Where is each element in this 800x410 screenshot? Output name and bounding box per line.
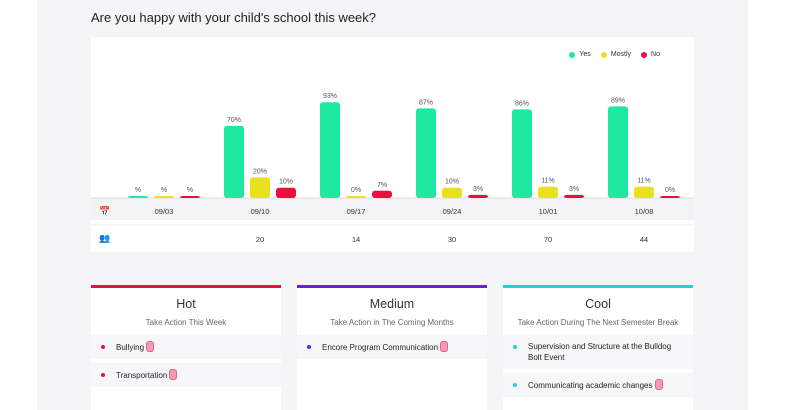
data-label-no-09-24: 3% (473, 186, 483, 193)
chart-card: %%% 09/03 70% 20% 10% 09/10 20 93% 0% 7% 09/17 14 87… (91, 37, 694, 252)
card-medium-accent (297, 285, 487, 288)
data-label-yes-09-17: 93% (323, 93, 337, 100)
card-cool-title: Cool (585, 297, 611, 311)
data-label-mostly-09-24: 10% (445, 179, 459, 186)
tag-icon[interactable] (440, 341, 449, 352)
respondent-count: 44 (640, 235, 648, 244)
x-tick-label: 09/17 (347, 207, 366, 216)
survey-question: Are you happy with your child's school t… (91, 10, 377, 25)
respondent-count: 20 (256, 235, 264, 244)
respondent-count: 70 (544, 235, 552, 244)
card-hot-item[interactable]: Transportation (91, 363, 281, 387)
bar-mostly-09-03 (154, 196, 174, 198)
legend-label-no: No (651, 51, 660, 58)
bar-mostly-09-24 (442, 187, 462, 198)
bullet-dot-icon (513, 383, 517, 387)
data-label-no-09-17: 7% (377, 182, 387, 189)
card-item-label: Communicating academic changes (528, 381, 653, 390)
bullet-dot-icon (101, 373, 105, 377)
card-item-label: Supervision and Structure at the Bulldog… (528, 342, 672, 362)
data-label-mostly-10-01: 11% (541, 178, 555, 185)
data-label-yes-09-10: 70% (227, 117, 241, 124)
card-hot-accent (91, 285, 281, 288)
bar-yes-09-03 (128, 196, 148, 198)
x-tick-label: 09/10 (251, 207, 270, 216)
card-hot-title: Hot (176, 297, 196, 311)
bar-no-10-01 (564, 194, 584, 198)
tag-icon[interactable] (169, 369, 178, 380)
card-medium-title: Medium (369, 297, 415, 311)
data-label-mostly-09-03: % (161, 187, 167, 194)
data-label-mostly-09-17: 0% (351, 187, 361, 194)
calendar-icon: 📅 (99, 206, 111, 216)
x-tick-label: 10/01 (539, 207, 558, 216)
legend-swatch-no (641, 51, 648, 58)
card-cool-accent (503, 285, 693, 288)
bar-no-09-17 (372, 190, 392, 198)
bar-yes-10-01 (512, 109, 532, 198)
data-label-yes-09-24: 87% (419, 99, 433, 106)
bar-mostly-10-01 (538, 186, 558, 198)
data-label-no-09-03: % (187, 187, 193, 194)
bar-mostly-10-08 (634, 186, 654, 198)
respondent-count: 14 (352, 235, 360, 244)
data-label-mostly-09-10: 20% (253, 168, 267, 175)
bar-chart: %% % 09/03 70% 20% 10% 09/10 20 93% 0% 7% 09/17 14 87… (91, 93, 694, 244)
card-cool-item[interactable]: Communicating academic changes (503, 373, 693, 397)
bar-yes-09-10 (224, 125, 244, 198)
data-label-yes-10-01: 86% (515, 100, 529, 107)
date-row-band (91, 198, 694, 220)
respondent-count: 30 (448, 235, 456, 244)
card-hot: Hot Take Action This Week Bullying Trans… (91, 285, 281, 410)
legend-item-mostly[interactable]: Mostly (600, 51, 632, 58)
card-medium: Medium Take Action in The Coming Months … (297, 285, 487, 410)
bar-mostly-09-10 (250, 177, 270, 198)
bar-mostly-09-17 (346, 196, 366, 198)
data-label-no-09-10: 10% (279, 179, 293, 186)
data-label-no-10-01: 3% (569, 186, 579, 193)
bar-no-09-24 (468, 194, 488, 198)
card-hot-item[interactable]: Bullying (91, 335, 281, 359)
legend-label-mostly: Mostly (610, 51, 632, 58)
card-item-label: Bullying (116, 343, 145, 352)
tag-icon[interactable] (146, 341, 155, 352)
people-icon: 👥 (99, 233, 111, 243)
bullet-dot-icon (513, 345, 517, 349)
bar-yes-10-08 (608, 106, 628, 198)
card-item-label: Encore Program Communication (322, 343, 439, 352)
card-medium-subtitle: Take Action in The Coming Months (330, 318, 454, 327)
data-label-yes-10-08: 89% (611, 97, 625, 104)
legend-item-yes[interactable]: Yes (569, 51, 591, 58)
data-label-mostly-10-08: 11% (637, 178, 651, 185)
legend-swatch-yes (569, 51, 576, 58)
bar-no-09-03 (180, 196, 200, 198)
bullet-dot-icon (101, 345, 105, 349)
bullet-dot-icon (307, 345, 311, 349)
x-tick-label: 09/03 (155, 207, 174, 216)
card-cool-subtitle: Take Action During The Next Semester Bre… (517, 318, 679, 327)
tag-icon[interactable] (654, 379, 663, 390)
card-hot-subtitle: Take Action This Week (145, 318, 227, 327)
chart-legend: Yes Mostly No (569, 51, 660, 58)
legend-swatch-mostly (600, 51, 607, 58)
data-label-yes-09-03: % (135, 187, 141, 194)
x-tick-label: 10/08 (635, 207, 654, 216)
card-item-label: Transportation (116, 371, 168, 380)
legend-item-no[interactable]: No (641, 51, 660, 58)
bar-no-10-08 (660, 196, 680, 198)
data-label-no-10-08: 0% (665, 187, 675, 194)
bar-yes-09-24 (416, 108, 436, 198)
card-medium-item[interactable]: Encore Program Communication (297, 335, 487, 359)
bar-no-09-10 (276, 187, 296, 198)
x-tick-label: 09/24 (443, 207, 462, 216)
card-cool: Cool Take Action During The Next Semeste… (503, 285, 693, 410)
card-cool-item[interactable]: Supervision and Structure at the Bulldog… (503, 335, 693, 369)
legend-label-yes: Yes (579, 51, 591, 58)
bar-yes-09-17 (320, 102, 340, 198)
